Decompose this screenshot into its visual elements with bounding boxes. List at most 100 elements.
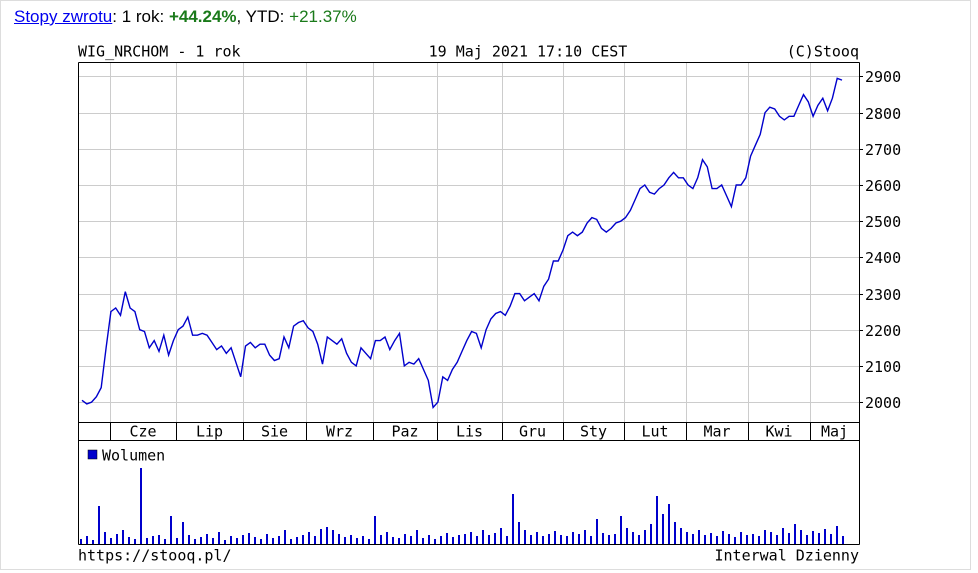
volume-bar (746, 535, 748, 544)
volume-bar (650, 524, 652, 544)
month-label: Gru (519, 423, 546, 441)
volume-bar (590, 536, 592, 544)
volume-bar (158, 535, 160, 544)
volume-bar (704, 535, 706, 544)
volume-bar (338, 534, 340, 544)
volume-bar (176, 538, 178, 544)
volume-bar (818, 533, 820, 544)
volume-bar (80, 539, 82, 544)
volume-bar (260, 539, 262, 544)
returns-link[interactable]: Stopy zwrotu (14, 7, 113, 26)
header: Stopy zwrotu: 1 rok: +44.24%, YTD: +21.3… (14, 7, 357, 27)
volume-bar (740, 532, 742, 544)
volume-bar (380, 535, 382, 544)
volume-bar (116, 534, 118, 544)
volume-bar (332, 530, 334, 544)
volume-bar (626, 528, 628, 544)
volume-bar (752, 534, 754, 544)
volume-bar (464, 534, 466, 544)
volume-bar (602, 533, 604, 544)
volume-bar (398, 538, 400, 544)
volume-bar (542, 536, 544, 544)
month-label: Wrz (326, 423, 353, 441)
volume-bar (836, 526, 838, 544)
volume-bar (632, 532, 634, 544)
volume-bar (152, 536, 154, 544)
volume-bar (446, 533, 448, 544)
volume-bar (266, 534, 268, 544)
volume-bar (368, 539, 370, 544)
volume-bar (440, 536, 442, 544)
period: : 1 rok: (112, 7, 169, 26)
volume-bar (146, 538, 148, 544)
y-tick-label: 2800 (865, 105, 901, 123)
volume-bar (188, 535, 190, 544)
volume-bar (680, 528, 682, 544)
volume-bar (620, 516, 622, 544)
volume-bar (272, 538, 274, 544)
volume-legend: Wolumen (102, 447, 165, 465)
volume-bar (758, 536, 760, 544)
volume-bar (476, 536, 478, 544)
month-label: Cze (129, 423, 156, 441)
volume-bar (488, 535, 490, 544)
return-1y: +44.24% (168, 7, 237, 26)
volume-bar (614, 534, 616, 544)
volume-bar (692, 534, 694, 544)
volume-bar (812, 531, 814, 544)
volume-bar (638, 535, 640, 544)
volume-bar (824, 529, 826, 544)
volume-bar (494, 533, 496, 544)
volume-bar (674, 522, 676, 544)
volume-bar (698, 530, 700, 544)
volume-bar (434, 539, 436, 544)
volume-bar (86, 536, 88, 544)
chart-title: WIG_NRCHOM - 1 rok (78, 43, 241, 61)
footer-right: Interwal Dzienny (715, 547, 860, 565)
volume-bar (422, 538, 424, 544)
volume-bar (428, 535, 430, 544)
volume-bar (578, 534, 580, 544)
volume-bar (350, 535, 352, 544)
volume-bar (386, 532, 388, 544)
volume-bar (290, 539, 292, 544)
volume-bar (530, 535, 532, 544)
volume-bar (560, 535, 562, 544)
volume-bar (782, 528, 784, 544)
y-tick-label: 2200 (865, 322, 901, 340)
volume-bar (200, 537, 202, 544)
y-tick-label: 2600 (865, 177, 901, 195)
volume-bar (356, 538, 358, 544)
volume-bar (500, 528, 502, 544)
volume-bar (572, 532, 574, 544)
price-line (81, 77, 843, 410)
volume-bar (320, 529, 322, 544)
volume-bar (482, 530, 484, 544)
volume-bar (326, 527, 328, 544)
month-label: Lis (456, 423, 483, 441)
volume-bar (608, 535, 610, 544)
volume-bar (518, 522, 520, 544)
volume-bar (122, 530, 124, 544)
volume-bar (452, 537, 454, 544)
volume-bar (734, 537, 736, 544)
volume-bar (404, 534, 406, 544)
volume-bar (164, 539, 166, 544)
volume-bar (548, 534, 550, 544)
volume-bar (308, 532, 310, 544)
volume-bar (212, 538, 214, 544)
volume-bar (134, 539, 136, 544)
volume-bar (656, 496, 658, 544)
chart-date: 19 Maj 2021 17:10 CEST (429, 43, 628, 61)
volume-bar (254, 537, 256, 544)
volume-bar (806, 535, 808, 544)
volume-bar (236, 538, 238, 544)
volume-bar (800, 530, 802, 544)
volume-bar (104, 532, 106, 544)
volume-bar (314, 536, 316, 544)
volume-bar (566, 536, 568, 544)
volume-bar (728, 534, 730, 544)
volume-bar (344, 537, 346, 544)
